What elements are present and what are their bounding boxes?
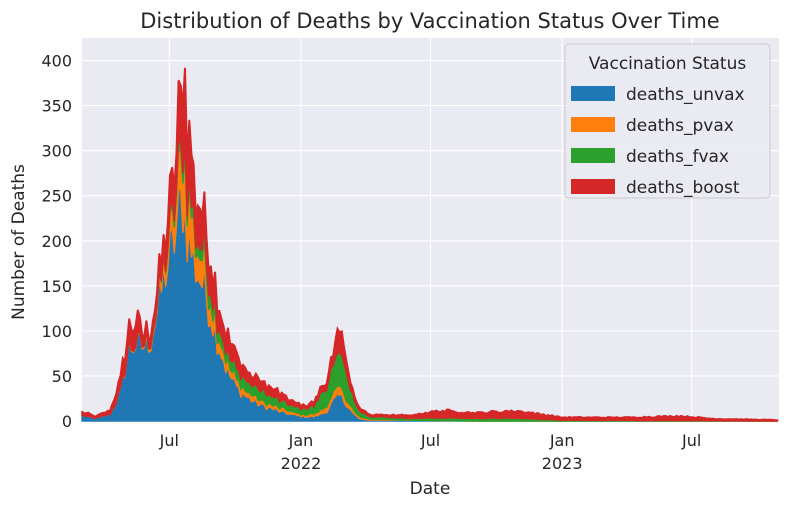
y-tick-label: 200 (41, 232, 72, 251)
y-tick-label: 250 (41, 187, 72, 206)
x-axis-ticks: Jul Jan 2022 Jul Jan 2023 Jul (159, 431, 702, 473)
y-tick-label: 50 (52, 367, 72, 386)
x-tick-year-label: 2022 (281, 454, 322, 473)
x-tick-label: Jul (420, 431, 440, 450)
legend-swatch-deaths_unvax (571, 86, 615, 101)
area-series (81, 67, 779, 422)
x-tick-label: Jan (288, 431, 314, 450)
legend-swatch-deaths_fvax (571, 148, 615, 163)
legend-title: Vaccination Status (589, 54, 747, 74)
y-tick-label: 350 (41, 97, 72, 116)
legend: Vaccination Status deaths_unvax deaths_pv… (564, 43, 771, 199)
y-tick-label: 150 (41, 277, 72, 296)
y-tick-label: 400 (41, 52, 72, 71)
legend-label-deaths_fvax: deaths_fvax (626, 147, 729, 167)
legend-label-deaths_boost: deaths_boost (626, 178, 740, 198)
y-axis-ticks: 0 50 100 150 200 250 300 350 400 (41, 52, 72, 431)
x-tick-label: Jul (681, 431, 701, 450)
legend-swatch-deaths_boost (571, 179, 615, 194)
y-axis-title: Number of Deaths (9, 164, 29, 320)
x-axis-title: Date (410, 479, 451, 499)
chart-title: Distribution of Deaths by Vaccination St… (140, 9, 719, 33)
line-deaths_boost (81, 68, 778, 422)
legend-label-deaths_unvax: deaths_unvax (626, 85, 745, 105)
legend-box (564, 43, 771, 199)
legend-items: deaths_unvax deaths_pvax deaths_fvaxdeaths… (571, 85, 745, 198)
y-tick-label: 0 (62, 412, 72, 431)
legend-label-deaths_pvax: deaths_pvax (626, 116, 734, 136)
x-tick-label: Jan (549, 431, 575, 450)
x-tick-year-label: 2023 (542, 454, 583, 473)
y-tick-label: 300 (41, 142, 72, 161)
y-tick-label: 100 (41, 322, 72, 341)
x-tick-label: Jul (159, 431, 179, 450)
legend-swatch-deaths_pvax (571, 117, 615, 132)
